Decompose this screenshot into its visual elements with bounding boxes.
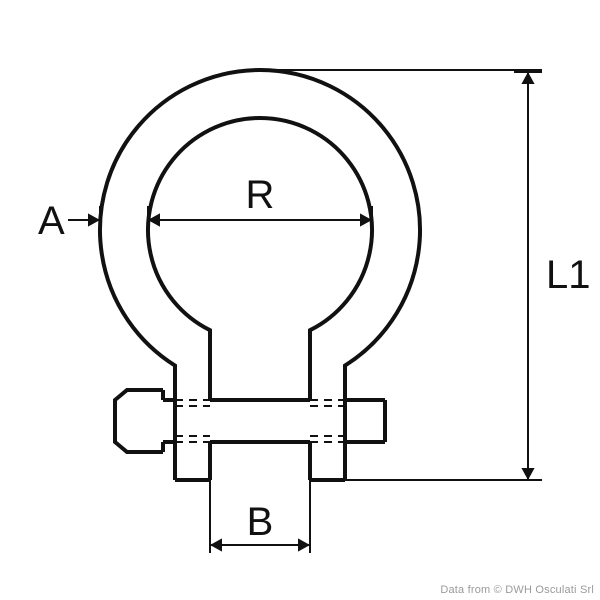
svg-text:B: B [247,500,274,544]
svg-text:A: A [38,199,65,243]
tech-drawing: L1 R A B Data from © DWH Osculati Srl [0,0,600,600]
svg-text:R: R [246,173,275,217]
watermark: Data from © DWH Osculati Srl [440,584,594,596]
diagram-svg: L1 R A B [0,0,600,600]
svg-text:L1: L1 [546,253,591,297]
